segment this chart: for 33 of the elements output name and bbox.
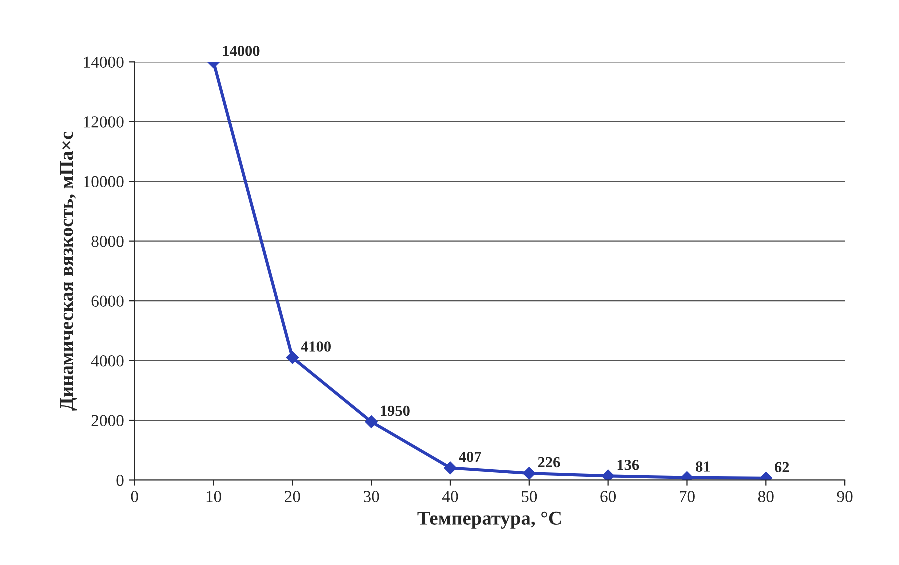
x-tick-label: 20 (285, 491, 300, 502)
data-label: 1950 (381, 406, 410, 416)
data-label: 136 (618, 460, 640, 470)
data-label: 14000 (223, 46, 260, 56)
x-tick-label: 70 (680, 491, 695, 502)
data-label: 407 (459, 452, 482, 462)
x-tick-label: 90 (837, 491, 853, 502)
point (602, 470, 615, 480)
x-tick-label: 40 (442, 491, 458, 502)
y-tick-label: 4000 (91, 355, 124, 367)
data-label: 62 (775, 462, 790, 473)
x-tick-label: 80 (758, 491, 774, 502)
x-tick-label: 60 (600, 491, 616, 502)
point (365, 416, 378, 428)
point (444, 462, 457, 475)
y-tick-label: 0 (116, 474, 124, 486)
y-tick-label: 8000 (92, 236, 124, 248)
x-tick-label: 10 (206, 491, 222, 502)
point (523, 467, 536, 480)
data-label: 226 (538, 457, 560, 468)
y-tick-label: 14000 (84, 56, 124, 68)
x-tick-label: 0 (131, 491, 138, 502)
x-tick-label: 50 (522, 491, 538, 502)
data-label: 81 (696, 462, 710, 472)
x-axis-title: Температура, °С (418, 512, 561, 529)
point (286, 351, 300, 364)
y-tick-label: 12000 (84, 116, 124, 128)
y-tick-label: 10000 (84, 176, 124, 188)
x-tick-label: 30 (364, 491, 380, 502)
y-tick-label: 6000 (92, 296, 124, 308)
y-axis-title: Динамическая вязкость, мПа×с (60, 132, 78, 411)
y-tick-label: 2000 (92, 415, 124, 426)
data-label: 4100 (301, 342, 331, 352)
